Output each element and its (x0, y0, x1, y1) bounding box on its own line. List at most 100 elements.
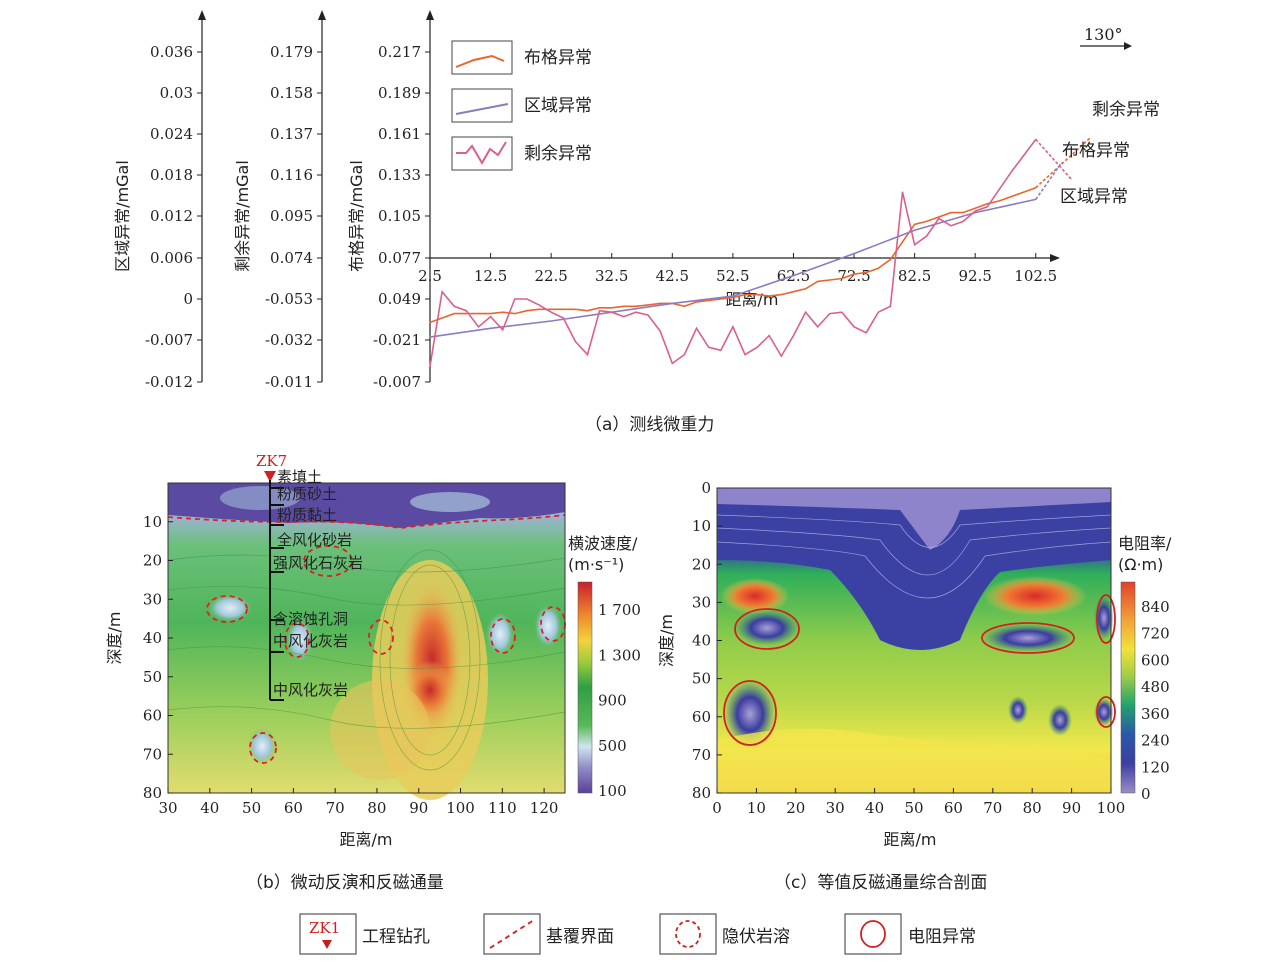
x-tick-label: 70 (983, 799, 1002, 817)
x-tick-label: 52.5 (716, 267, 749, 285)
karst-marker (303, 545, 353, 577)
y-tick-label: 0.024 (150, 125, 193, 143)
data-point (526, 298, 528, 300)
data-point (853, 326, 855, 328)
data-point (804, 288, 807, 290)
layer-label: 中风化灰岩 (273, 681, 348, 699)
data-point (950, 212, 952, 214)
data-point (1010, 195, 1013, 198)
colorbar-tick-label: 600 (1141, 651, 1170, 669)
data-point (768, 295, 770, 297)
legend-label-residual: 剩余异常 (524, 144, 592, 164)
data-point (877, 311, 879, 313)
karst-marker (490, 618, 516, 654)
colorbar-tick-label: 840 (1141, 598, 1170, 616)
data-point (1023, 154, 1025, 157)
y-tick-label: 0.105 (378, 207, 421, 225)
resistivity-anomaly-marker (734, 608, 800, 650)
x-tick-label: 110 (488, 799, 517, 817)
y-axis-label: 深度/m (105, 612, 124, 665)
data-point (453, 305, 455, 307)
axis-arrow-icon (318, 10, 326, 20)
data-point (538, 304, 540, 306)
x-tick-label: 80 (367, 799, 386, 817)
x-tick-label: 30 (158, 799, 177, 817)
axis-arrow-icon (198, 10, 206, 20)
y-tick-label: 0.116 (270, 166, 313, 184)
data-point (489, 315, 492, 318)
layer-label: 粉质砂土 (277, 485, 337, 503)
data-point (708, 299, 710, 302)
direction-indicator: 130° (1080, 25, 1132, 50)
data-point (489, 327, 492, 329)
data-point (780, 355, 782, 357)
x-tick-label: 102.5 (1014, 267, 1057, 285)
data-point (683, 354, 686, 356)
legend-borehole-icon-text: ZK1 (309, 919, 340, 937)
colorbar-tick-label: 500 (598, 737, 627, 755)
data-point (817, 280, 819, 283)
data-point (804, 311, 807, 313)
x-tick-label: 92.5 (958, 267, 991, 285)
x-tick-label: 82.5 (898, 267, 931, 285)
caption-a: （a）测线微重力 (585, 415, 714, 435)
data-point (453, 313, 455, 315)
x-tick-label: 70 (326, 799, 345, 817)
x-tick-label: 12.5 (474, 267, 507, 285)
y-axis-label: 区域异常/mGal (113, 160, 132, 272)
y-tick-label: 0.179 (270, 43, 313, 61)
data-point (950, 225, 952, 227)
data-point (914, 229, 916, 231)
data-point (1010, 171, 1013, 173)
colorbar-tick-label: 0 (1141, 785, 1151, 803)
y-tick-label: 30 (143, 590, 162, 608)
data-point (914, 223, 916, 225)
legend-box-karst (659, 913, 717, 955)
layer-label: 素填土 (277, 468, 322, 486)
y-tick-label: 0.074 (270, 249, 313, 267)
y-tick-label: 0.161 (378, 125, 421, 143)
y-tick-label: -0.011 (265, 373, 313, 391)
x-tick-label: 80 (1023, 799, 1042, 817)
y-tick-label: 60 (143, 707, 162, 725)
data-point (780, 294, 782, 296)
data-point (962, 220, 964, 222)
y-tick-label: 0.158 (270, 84, 313, 102)
x-tick-label: 100 (446, 799, 475, 817)
colorbar-unit: (Ω·m) (1118, 555, 1163, 574)
data-point (659, 330, 661, 332)
data-point (489, 313, 492, 315)
end-label-regional: 区域异常 (1060, 187, 1128, 207)
y-tick-label: 0 (701, 479, 711, 497)
data-point (550, 320, 552, 322)
y-tick-label: 10 (143, 513, 162, 531)
y-axes: 0.036 0.03 0.024 0.018 0.012 0.006 0 -0.007 -0.0… (113, 10, 434, 391)
legend-box-interface (483, 913, 541, 955)
caption-b: （b）微动反演和反磁通量 (246, 873, 444, 893)
velocity-colorbar: 横波速度/ (m·s⁻¹) 1 700 1 300 900 500 100 (568, 534, 641, 800)
data-point (998, 188, 1001, 190)
data-point (647, 314, 649, 316)
legend-box-residual (451, 136, 513, 171)
data-point (441, 317, 443, 319)
x-tick-label: 72.5 (837, 267, 870, 285)
colorbar-tick-label: 1 300 (598, 646, 641, 664)
panel-b-axes: 30 40 50 60 70 80 90 100 110 120 10 20 30 40 50 60 70 80 距… (105, 513, 558, 849)
colorbar-tick-label: 100 (598, 782, 627, 800)
data-point (926, 220, 928, 222)
data-point (695, 327, 698, 329)
data-point (732, 326, 734, 328)
data-point (841, 311, 843, 313)
data-point (901, 191, 904, 193)
data-point (429, 365, 431, 367)
end-label-bouguer: 布格异常 (1062, 141, 1130, 161)
data-point (853, 253, 855, 255)
data-point (708, 346, 710, 348)
series-line-residual (429, 138, 1037, 367)
data-point (962, 212, 964, 214)
x-tick-label: 90 (1062, 799, 1081, 817)
data-point (671, 362, 673, 365)
data-point (744, 354, 746, 356)
data-point (792, 335, 795, 337)
data-point (599, 310, 601, 312)
